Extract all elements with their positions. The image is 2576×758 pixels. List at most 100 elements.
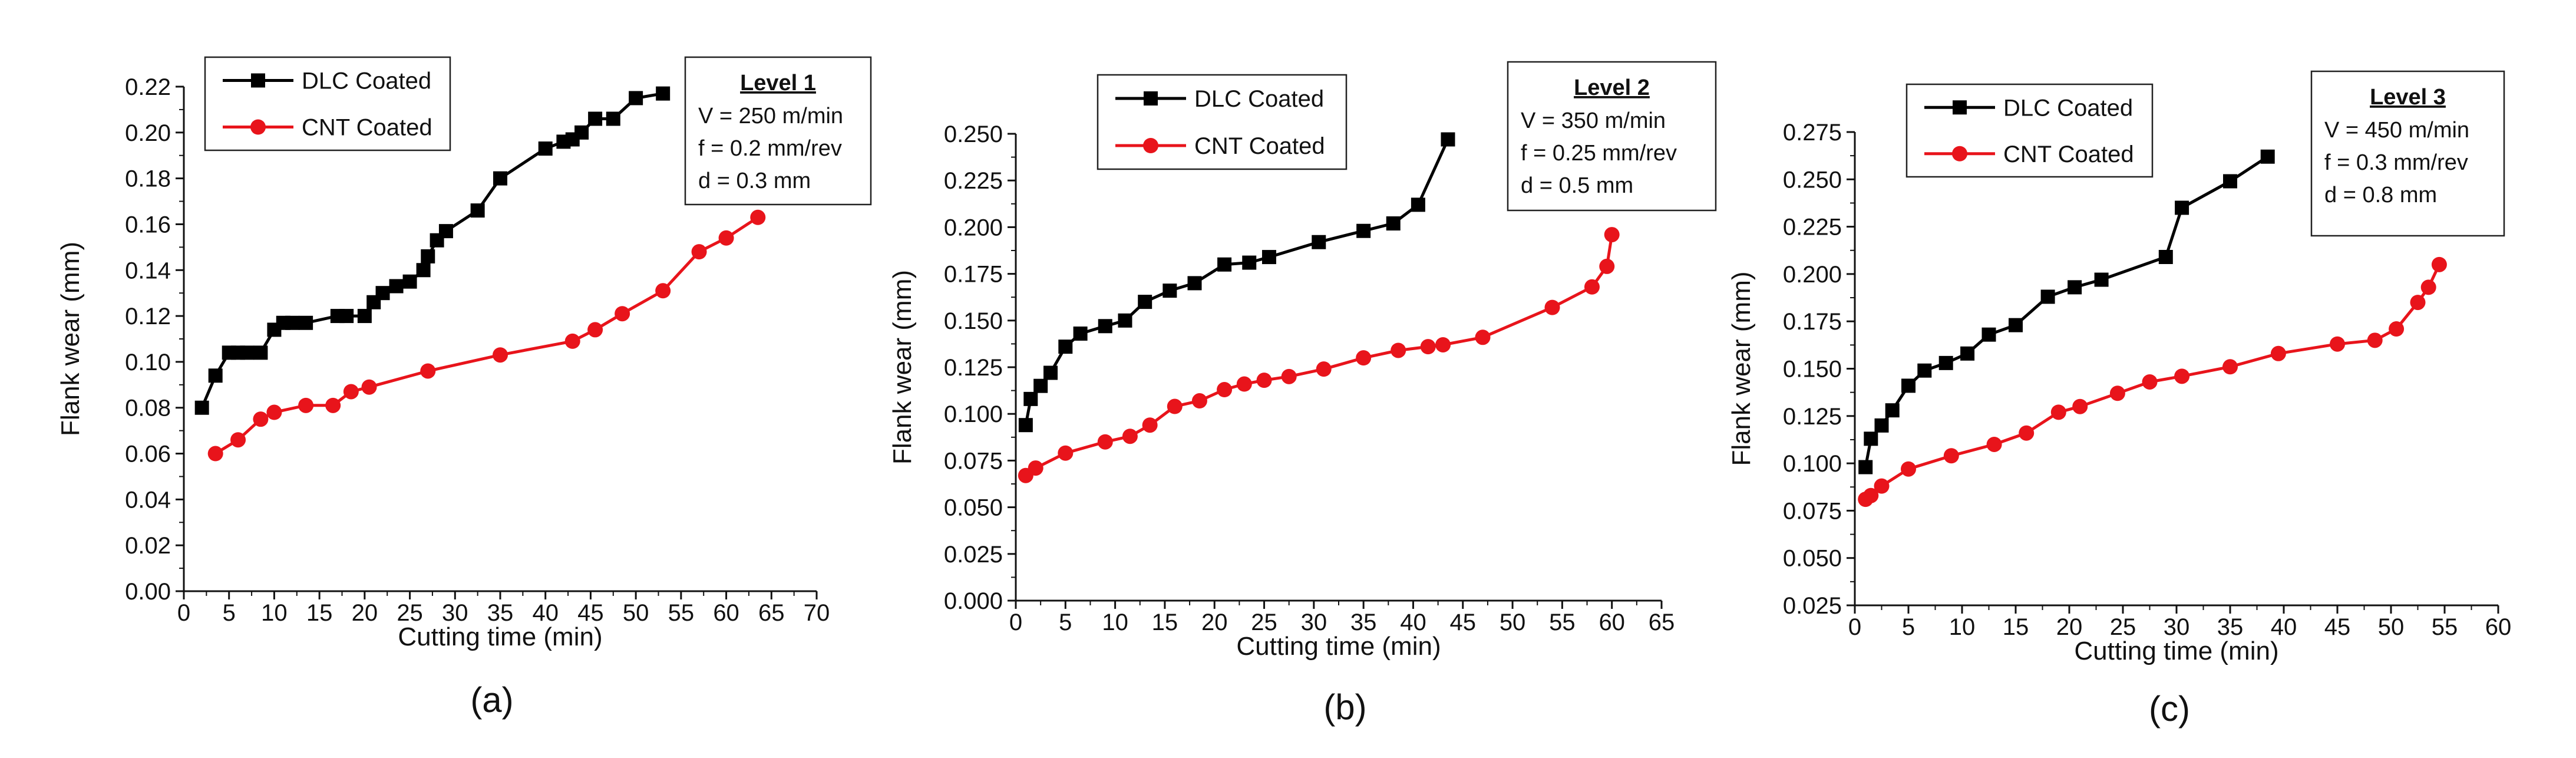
cnt-data-point xyxy=(1863,487,1879,503)
y-axis-title: Flank wear (mm) xyxy=(56,242,85,436)
dlc-data-point xyxy=(402,274,417,289)
dlc-data-point xyxy=(2223,174,2237,189)
y-tick-label: 0.150 xyxy=(1783,357,1842,383)
legend-label: DLC Coated xyxy=(2003,95,2133,121)
y-tick-label: 0.00 xyxy=(125,579,171,605)
x-tick-label: 25 xyxy=(2110,614,2136,640)
legend-circle-marker xyxy=(1143,138,1158,153)
dlc-data-point xyxy=(1901,378,1916,393)
cnt-data-point xyxy=(2389,321,2405,337)
cnt-data-point xyxy=(1420,339,1436,355)
cnt-data-point xyxy=(1058,445,1074,461)
dlc-data-point xyxy=(493,171,507,186)
conditions-box: Level 2 V = 350 m/min f = 0.25 mm/rev d = 0… xyxy=(1507,61,1717,212)
dlc-data-point xyxy=(299,315,313,330)
dlc-data-point xyxy=(2158,249,2173,264)
dlc-data-point xyxy=(1917,363,1932,378)
cnt-data-point xyxy=(2050,404,2066,420)
x-tick-label: 20 xyxy=(2056,614,2083,640)
condition-line: V = 450 m/min xyxy=(2324,118,2469,143)
cnt-data-point xyxy=(615,306,630,322)
dlc-data-point xyxy=(285,315,300,330)
dlc-data-point xyxy=(1858,460,1873,474)
dlc-data-point xyxy=(1058,340,1073,354)
dlc-data-point xyxy=(1874,418,1889,433)
conditions-box-frame xyxy=(1507,61,1717,212)
dlc-data-point xyxy=(1217,257,1232,272)
cnt-data-point xyxy=(750,209,766,225)
x-tick-label: 35 xyxy=(2217,614,2244,640)
dlc-data-point xyxy=(588,111,603,126)
cnt-data-point xyxy=(1986,436,2002,452)
chart-panel-2: 0 5 10 15 20 25 30 35 40 45 50 55 60 65 0.000 0.025 0.05… xyxy=(888,61,1717,727)
conditions-box-frame xyxy=(2310,70,2505,237)
cnt-data-point xyxy=(1028,460,1043,476)
x-tick-label: 35 xyxy=(487,600,514,626)
cnt-data-point xyxy=(1475,329,1491,345)
dlc-data-point xyxy=(1023,391,1038,406)
x-tick-label: 55 xyxy=(668,600,695,626)
x-tick-label: 5 xyxy=(1902,614,1915,640)
dlc-data-point xyxy=(2009,318,2023,332)
cnt-data-point xyxy=(1236,376,1252,392)
dlc-data-point xyxy=(1312,235,1326,249)
y-tick-label: 0.150 xyxy=(944,308,1003,334)
dlc-data-point xyxy=(1043,365,1058,380)
x-tick-label: 50 xyxy=(623,600,649,626)
dlc-data-point xyxy=(1018,418,1033,433)
dlc-data-point xyxy=(339,309,354,324)
dlc-data-point xyxy=(438,224,453,239)
y-tick-label: 0.04 xyxy=(125,487,171,513)
y-tick-label: 0.16 xyxy=(125,212,171,238)
x-tick-label: 10 xyxy=(261,600,288,626)
x-tick-label: 30 xyxy=(442,600,468,626)
dlc-data-point xyxy=(1885,403,1900,418)
dlc-data-point xyxy=(1386,216,1401,231)
level-heading: Level 3 xyxy=(2370,85,2446,110)
cnt-data-point xyxy=(2174,368,2190,384)
conditions-box-frame xyxy=(684,56,872,206)
dlc-data-point xyxy=(194,400,209,415)
legend-box xyxy=(1905,83,2154,178)
y-tick-label: 0.175 xyxy=(1783,309,1842,335)
conditions-box: Level 3 V = 450 m/min f = 0.3 mm/rev d = 0.… xyxy=(2310,70,2505,237)
cnt-data-point xyxy=(1391,342,1406,358)
dlc-data-point xyxy=(2094,272,2109,287)
y-axis-title: Flank wear (mm) xyxy=(888,270,917,464)
dlc-data-point xyxy=(2040,289,2055,304)
dlc-data-point xyxy=(2175,200,2189,215)
x-tick-label: 15 xyxy=(306,600,333,626)
legend-circle-marker xyxy=(250,119,266,135)
legend-square-marker xyxy=(251,73,265,88)
y-tick-label: 0.075 xyxy=(1783,498,1842,524)
x-tick-label: 5 xyxy=(223,600,236,626)
y-tick-label: 0.225 xyxy=(1783,215,1842,240)
cnt-data-point xyxy=(1599,258,1615,274)
chart-legend: DLC Coated CNT Coated xyxy=(1905,83,2154,178)
y-tick-label: 0.225 xyxy=(944,168,1003,194)
chart-legend: DLC Coated CNT Coated xyxy=(204,56,451,151)
condition-line: d = 0.3 mm xyxy=(698,169,811,193)
y-tick-label: 0.200 xyxy=(1783,262,1842,288)
cnt-data-point xyxy=(230,432,246,448)
legend-label: DLC Coated xyxy=(302,68,431,94)
level-heading: Level 2 xyxy=(1574,75,1650,100)
condition-line: f = 0.2 mm/rev xyxy=(698,136,842,161)
conditions-box: Level 1 V = 250 m/min f = 0.2 mm/rev d = 0.… xyxy=(684,56,872,206)
condition-line: V = 350 m/min xyxy=(1521,108,1666,133)
x-tick-label: 10 xyxy=(1102,609,1128,635)
cnt-data-point xyxy=(1122,429,1138,444)
y-tick-label: 0.18 xyxy=(125,166,171,192)
dlc-data-point xyxy=(1138,295,1152,309)
y-tick-label: 0.250 xyxy=(1783,167,1842,193)
cnt-data-point xyxy=(493,347,508,363)
cnt-data-point xyxy=(1901,461,1916,477)
cnt-data-point xyxy=(361,379,377,395)
dlc-data-point xyxy=(1864,431,1878,446)
y-tick-label: 0.025 xyxy=(944,542,1003,568)
cnt-series-line xyxy=(1025,234,1614,477)
condition-line: d = 0.5 mm xyxy=(1521,173,1633,198)
x-tick-label: 50 xyxy=(2378,614,2405,640)
x-tick-label: 30 xyxy=(1301,609,1327,635)
condition-line: f = 0.3 mm/rev xyxy=(2324,150,2468,175)
